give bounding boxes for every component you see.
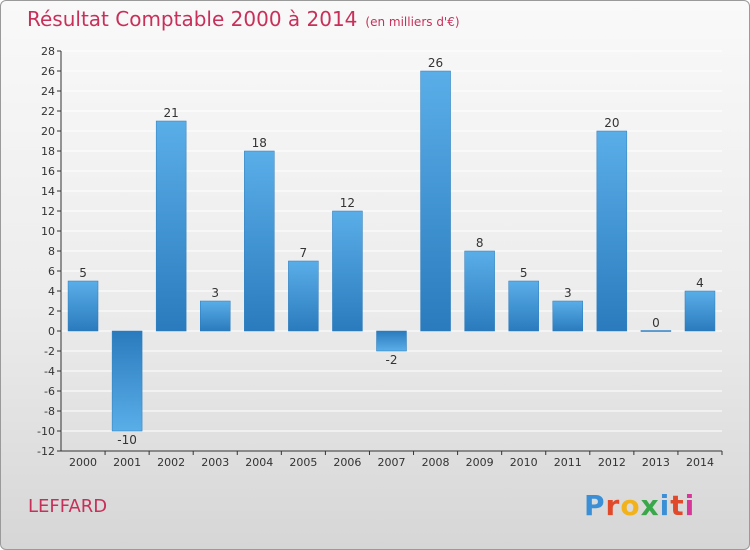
y-tick-label: -8 <box>44 405 55 418</box>
y-tick-label: 24 <box>41 85 55 98</box>
data-label: 5 <box>520 266 528 280</box>
data-label: 26 <box>428 56 443 70</box>
y-tick-label: -6 <box>44 385 55 398</box>
y-tick-label: 28 <box>41 45 55 58</box>
data-label: 0 <box>652 316 660 330</box>
data-label: -2 <box>386 353 398 367</box>
bar <box>200 300 231 332</box>
bar <box>640 330 672 332</box>
x-tick-label: 2002 <box>157 456 185 469</box>
x-tick-label: 2006 <box>333 456 361 469</box>
x-tick-label: 2007 <box>378 456 406 469</box>
bar <box>684 290 716 332</box>
data-label: 3 <box>564 286 572 300</box>
data-label: 20 <box>604 116 619 130</box>
x-tick-label: 2005 <box>289 456 317 469</box>
bar <box>596 130 628 332</box>
x-tick-label: 2014 <box>686 456 714 469</box>
y-tick-label: 2 <box>48 305 55 318</box>
x-tick-label: 2008 <box>422 456 450 469</box>
y-tick-label: 26 <box>41 65 55 78</box>
x-tick-label: 2013 <box>642 456 670 469</box>
y-tick-label: 18 <box>41 145 55 158</box>
logo-letter: o <box>620 489 641 522</box>
x-tick-label: 2009 <box>466 456 494 469</box>
y-tick-label: -12 <box>37 445 55 458</box>
y-tick-label: 4 <box>48 285 55 298</box>
bar <box>155 120 187 332</box>
data-label: 3 <box>211 286 219 300</box>
data-label: 21 <box>164 106 179 120</box>
data-label: 4 <box>696 276 704 290</box>
x-tick-label: 2011 <box>554 456 582 469</box>
y-tick-label: 6 <box>48 265 55 278</box>
logo-letter: i <box>684 489 696 522</box>
data-label: 18 <box>252 136 267 150</box>
y-tick-label: 22 <box>41 105 55 118</box>
x-tick-label: 2000 <box>69 456 97 469</box>
bar <box>552 300 583 332</box>
y-tick-label: 14 <box>41 185 55 198</box>
y-tick-label: -4 <box>44 365 55 378</box>
bar <box>244 150 275 332</box>
bar <box>376 330 407 352</box>
y-tick-label: 16 <box>41 165 55 178</box>
data-label: -10 <box>117 433 137 447</box>
proxiti-logo: Proxiti <box>584 489 695 522</box>
data-label: 8 <box>476 236 484 250</box>
bar <box>508 280 539 332</box>
logo-letter: x <box>640 489 660 522</box>
y-tick-label: 0 <box>48 325 55 338</box>
chart-unit-text: (en milliers d'€) <box>365 15 460 29</box>
bar <box>420 70 451 332</box>
y-tick-label: 12 <box>41 205 55 218</box>
x-tick-label: 2010 <box>510 456 538 469</box>
y-tick-label: 8 <box>48 245 55 258</box>
chart-title: Résultat Comptable 2000 à 2014 (en millie… <box>27 7 460 31</box>
y-tick-label: -2 <box>44 345 55 358</box>
data-label: 7 <box>300 246 308 260</box>
x-tick-label: 2012 <box>598 456 626 469</box>
x-tick-label: 2003 <box>201 456 229 469</box>
logo-letter: P <box>584 489 606 522</box>
data-label: 5 <box>79 266 87 280</box>
logo-letter: i <box>659 489 671 522</box>
chart-title-text: Résultat Comptable 2000 à 2014 <box>27 7 358 31</box>
commune-name: LEFFARD <box>28 496 108 517</box>
y-tick-label: 10 <box>41 225 55 238</box>
y-tick-label: 20 <box>41 125 55 138</box>
data-label: 12 <box>340 196 355 210</box>
x-tick-label: 2001 <box>113 456 141 469</box>
logo-letter: t <box>670 489 685 522</box>
bar <box>288 260 319 332</box>
bar <box>67 280 99 332</box>
bar <box>332 210 363 332</box>
x-tick-label: 2004 <box>245 456 273 469</box>
logo-letter: r <box>605 489 621 522</box>
bar <box>111 330 143 432</box>
y-tick-label: -10 <box>37 425 55 438</box>
bar <box>464 250 495 332</box>
